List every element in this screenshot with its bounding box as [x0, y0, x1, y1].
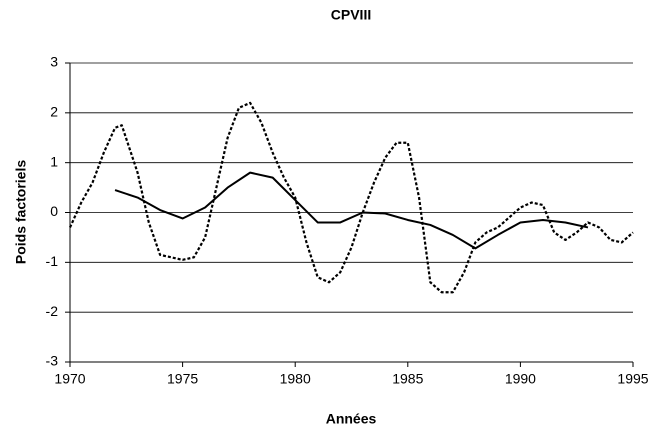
line — [68, 101, 634, 294]
y-tick-label: 0 — [50, 203, 58, 219]
y-tick-label: 1 — [50, 153, 58, 169]
y-tick-label: 2 — [50, 104, 58, 120]
y-tick-label: 3 — [50, 54, 58, 70]
x-tick-label: 1980 — [280, 371, 311, 387]
chart-title: CPVIII — [331, 7, 371, 23]
x-tick-label: 1995 — [617, 371, 648, 387]
x-tick-label: 1985 — [392, 371, 423, 387]
y-tick-label: -3 — [46, 353, 59, 369]
x-tick-label: 1975 — [167, 371, 198, 387]
y-tick-label: -2 — [46, 303, 59, 319]
x-axis-label: Années — [326, 411, 377, 427]
x-tick-label: 1970 — [54, 371, 85, 387]
line — [114, 171, 589, 250]
x-tick-label: 1990 — [505, 371, 536, 387]
y-tick-label: -1 — [46, 253, 59, 269]
y-axis-label: Poids factoriels — [13, 160, 29, 264]
